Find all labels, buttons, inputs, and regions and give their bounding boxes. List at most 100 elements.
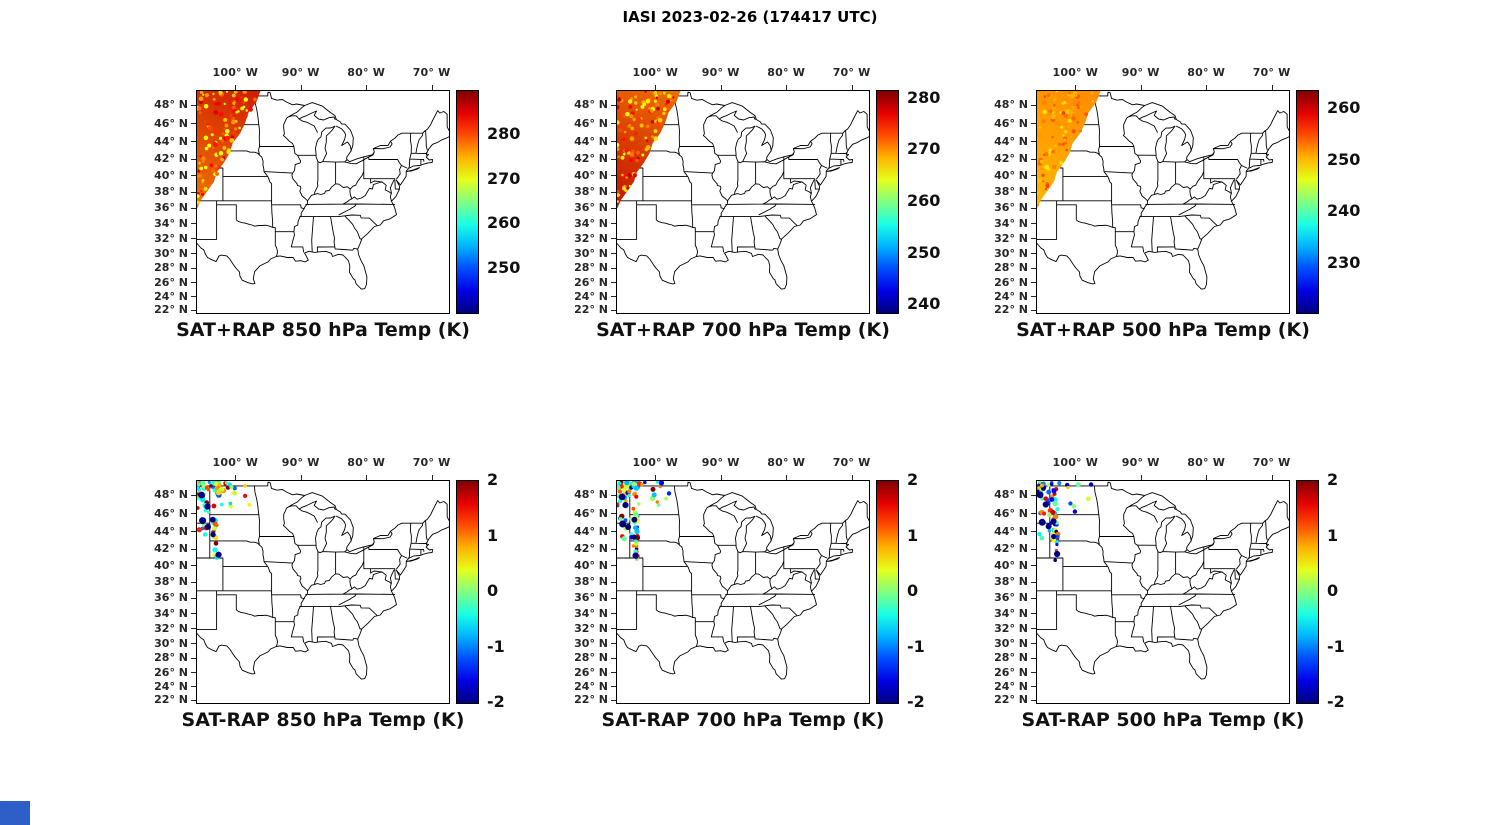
lat-tick-label: 22° N: [154, 693, 188, 707]
lon-tick-label: 80° W: [1187, 456, 1226, 469]
satellite-swath: [617, 91, 681, 209]
panel-title: SAT+RAP 700 hPa Temp (K): [596, 319, 890, 341]
colorbar-tick-label: 250: [907, 242, 941, 262]
colorbar-tick-label: -2: [487, 692, 505, 711]
lat-tick-label: 40° N: [154, 558, 188, 572]
lat-tick-mark: [1031, 494, 1036, 496]
lon-tick-label: 90° W: [701, 456, 740, 469]
colorbar-tick-label: 270: [907, 139, 941, 159]
lon-tick-label: 70° W: [412, 456, 451, 469]
lat-tick-mark: [1031, 565, 1036, 567]
lat-tick-label: 32° N: [994, 231, 1028, 245]
lat-tick-mark: [191, 657, 196, 659]
difference-dots: [617, 481, 672, 562]
colorbar-tick-label: 240: [907, 294, 941, 314]
lat-tick-mark: [191, 267, 196, 269]
lon-tick-label: 100° W: [632, 66, 679, 79]
lon-tick-label: 80° W: [767, 66, 806, 79]
lat-tick-mark: [191, 672, 196, 674]
lat-tick-label: 26° N: [994, 275, 1028, 289]
lat-tick-label: 32° N: [994, 621, 1028, 635]
colorbar-sat-rap-700-hpa-temp-k: [876, 480, 899, 704]
lon-tick-mark: [1206, 475, 1208, 480]
lat-tick-mark: [191, 531, 196, 533]
lat-tick-mark: [1031, 309, 1036, 311]
colorbar-tick-label: 0: [907, 581, 919, 600]
map-svg: [617, 91, 869, 290]
lat-tick-mark: [1031, 207, 1036, 209]
lat-tick-label: 42° N: [994, 152, 1028, 165]
lon-tick-label: 70° W: [1252, 456, 1291, 469]
lat-tick-label: 38° N: [994, 185, 1028, 199]
lat-tick-label: 32° N: [574, 231, 608, 245]
colorbar-tick-label: 230: [1327, 253, 1361, 272]
colorbar-tick-label: 2: [487, 470, 499, 489]
colorbar-tick-label: -2: [1327, 692, 1345, 711]
lat-tick-mark: [611, 282, 616, 284]
lat-tick-label: 30° N: [154, 246, 188, 260]
lat-tick-label: 22° N: [574, 693, 608, 707]
lat-tick-label: 34° N: [574, 606, 608, 620]
lat-tick-mark: [191, 238, 196, 240]
lat-tick-mark: [611, 158, 616, 160]
colorbar-tick-label: -1: [487, 636, 505, 656]
panel-sat-rap-700-hpa-temp-k: 100° W 90° W 80° W 70° W 48° N 46° N 44° N 42° …: [546, 446, 976, 758]
lat-tick-label: 24° N: [154, 679, 188, 693]
map-sat-rap-500-hpa-temp-k: [1036, 480, 1290, 704]
lat-tick-label: 30° N: [574, 246, 608, 260]
colorbar-sat-rap-850-hpa-temp-k: [456, 90, 479, 314]
lon-tick-mark: [366, 85, 368, 90]
lat-tick-label: 26° N: [154, 275, 188, 289]
lat-tick-mark: [611, 548, 616, 550]
lat-tick-label: 28° N: [574, 651, 608, 665]
map-sat-rap-850-hpa-temp-k: [196, 90, 450, 314]
lat-tick-label: 42° N: [574, 542, 608, 555]
lon-tick-mark: [1075, 475, 1077, 480]
lat-tick-label: 40° N: [994, 558, 1028, 572]
map-sat-rap-850-hpa-temp-k: [196, 480, 450, 704]
lon-tick-mark: [786, 475, 788, 480]
panel-sat-rap-700-hpa-temp-k: 100° W 90° W 80° W 70° W 48° N 46° N 44° N 42° …: [546, 56, 976, 368]
lat-tick-label: 40° N: [574, 558, 608, 572]
map-sat-rap-500-hpa-temp-k: [1036, 90, 1290, 314]
colorbar-tick-label: -2: [907, 692, 925, 711]
lat-tick-mark: [611, 699, 616, 701]
lat-tick-label: 44° N: [994, 134, 1028, 148]
us-state-boundaries: [1037, 481, 1289, 680]
lon-tick-mark: [851, 475, 853, 480]
lat-tick-label: 44° N: [574, 524, 608, 538]
lon-tick-mark: [235, 85, 237, 90]
lat-tick-label: 26° N: [154, 665, 188, 679]
lat-tick-label: 34° N: [574, 216, 608, 230]
lat-tick-label: 34° N: [154, 216, 188, 230]
lat-tick-mark: [1031, 597, 1036, 599]
lat-tick-mark: [1031, 175, 1036, 177]
lat-tick-label: 40° N: [994, 168, 1028, 182]
lat-tick-mark: [1031, 643, 1036, 645]
lat-tick-mark: [191, 175, 196, 177]
colorbar-tick-label: 2: [1327, 470, 1339, 489]
lat-tick-mark: [1031, 581, 1036, 583]
panel-sat-rap-500-hpa-temp-k: 100° W 90° W 80° W 70° W 48° N 46° N 44° N 42° …: [966, 56, 1396, 368]
lat-tick-mark: [191, 643, 196, 645]
colorbar-tick-label: -1: [1327, 636, 1345, 656]
lat-tick-label: 32° N: [154, 231, 188, 245]
lat-tick-label: 30° N: [994, 246, 1028, 260]
lat-tick-label: 46° N: [994, 506, 1028, 520]
lat-tick-mark: [191, 296, 196, 298]
map-sat-rap-700-hpa-temp-k: [616, 480, 870, 704]
lat-tick-mark: [611, 309, 616, 311]
lat-tick-label: 46° N: [154, 116, 188, 130]
lat-tick-label: 46° N: [994, 116, 1028, 130]
lat-tick-label: 28° N: [574, 261, 608, 275]
lat-tick-mark: [611, 581, 616, 583]
lon-tick-label: 70° W: [412, 66, 451, 79]
lat-tick-label: 36° N: [574, 201, 608, 215]
lon-tick-mark: [1075, 85, 1077, 90]
panel-sat-rap-500-hpa-temp-k: 100° W 90° W 80° W 70° W 48° N 46° N 44° N 42° …: [966, 446, 1396, 758]
lon-tick-label: 80° W: [347, 66, 386, 79]
lat-tick-mark: [191, 141, 196, 143]
colorbar-tick-label: 1: [1327, 525, 1339, 545]
lat-tick-mark: [611, 223, 616, 225]
lon-tick-label: 90° W: [281, 66, 320, 79]
